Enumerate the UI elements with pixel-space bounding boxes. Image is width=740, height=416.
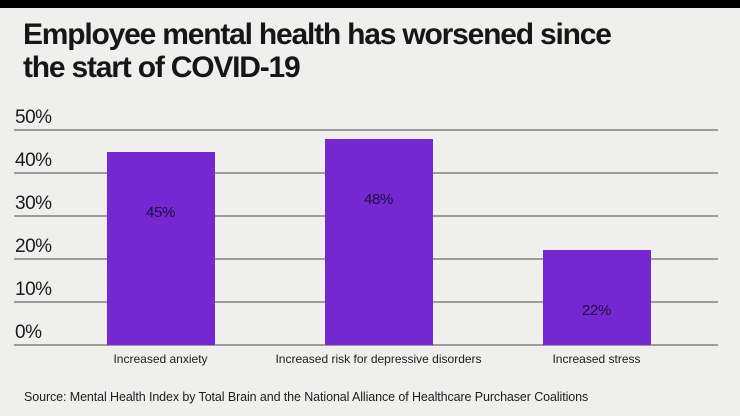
bar-increased-stress: 22% [542,250,651,345]
y-axis-tick-label: 10% [15,279,52,300]
y-axis-tick-label: 0% [15,322,42,343]
bar-value-label: 48% [363,190,394,208]
chart-title-line-1: Employee mental health has worsened sinc… [23,18,612,51]
y-axis-tick-label: 20% [15,236,52,257]
source-note: Source: Mental Health Index by Total Bra… [24,390,589,404]
y-axis-tick-label: 50% [15,107,52,128]
bar-increased-risk-for-depressive-disorders: 48% [324,138,433,345]
x-axis-category-label: Increased risk for depressive disorders [275,352,482,366]
chart-title: Employee mental health has worsened sinc… [23,18,713,84]
x-axis-category-label: Increased anxiety [113,352,208,366]
chart-title-line-2: the start of COVID-19 [23,51,301,84]
x-axis-category-label: Increased stress [552,352,641,366]
gridline-50% [14,129,718,131]
top-accent-bar [0,0,740,8]
gridline-0% [14,344,718,346]
bar-value-label: 22% [581,302,612,320]
y-axis-tick-label: 30% [15,193,52,214]
bar-chart: 0% 10% 20% 30% 40% 50% 45% Increased anxiety 48%… [14,0,718,416]
bar-value-label: 45% [145,203,176,221]
y-axis-tick-label: 40% [15,150,52,171]
bar-increased-anxiety: 45% [106,151,215,345]
